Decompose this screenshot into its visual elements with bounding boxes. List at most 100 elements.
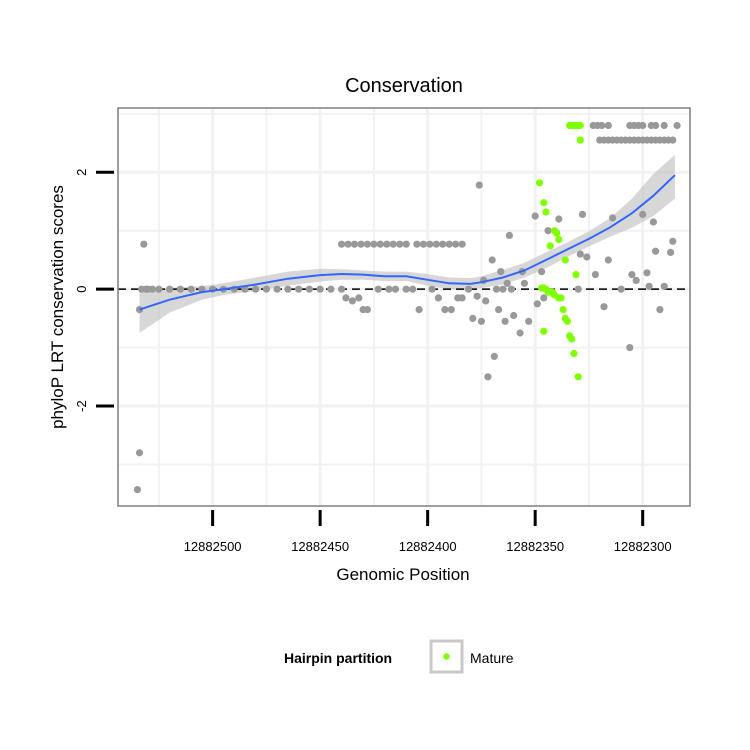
point-other bbox=[140, 240, 148, 248]
point-other bbox=[363, 240, 371, 248]
point-other bbox=[391, 285, 399, 293]
point-other bbox=[652, 247, 660, 255]
point-other bbox=[176, 285, 184, 293]
point-other bbox=[525, 317, 533, 325]
point-mature bbox=[572, 271, 580, 279]
point-mature bbox=[546, 242, 554, 250]
point-other bbox=[656, 306, 664, 314]
point-other bbox=[376, 240, 384, 248]
point-other bbox=[148, 285, 156, 293]
point-other bbox=[469, 314, 477, 322]
x-tick-label: 12882400 bbox=[399, 539, 457, 554]
point-other bbox=[415, 306, 423, 314]
point-other bbox=[428, 285, 436, 293]
confidence-band bbox=[139, 154, 675, 333]
point-mature bbox=[574, 373, 582, 381]
point-other bbox=[617, 285, 625, 293]
point-other bbox=[370, 240, 378, 248]
point-other bbox=[419, 240, 427, 248]
point-other bbox=[649, 218, 658, 226]
plot-panel bbox=[117, 107, 691, 507]
point-other bbox=[598, 121, 606, 130]
point-mature bbox=[559, 306, 567, 314]
point-other bbox=[628, 271, 636, 279]
y-tick-label: -2 bbox=[74, 400, 89, 412]
x-tick-label: 12882450 bbox=[291, 539, 349, 554]
point-other bbox=[533, 300, 541, 308]
point-mature bbox=[561, 256, 569, 264]
point-other bbox=[669, 136, 677, 144]
point-other bbox=[252, 285, 260, 293]
point-other bbox=[604, 256, 612, 264]
point-other bbox=[667, 248, 675, 256]
point-other bbox=[540, 294, 548, 302]
point-other bbox=[426, 240, 434, 248]
point-other bbox=[262, 285, 270, 293]
point-other bbox=[495, 306, 503, 314]
point-other bbox=[477, 317, 485, 325]
point-mature bbox=[557, 294, 565, 302]
point-other bbox=[432, 240, 440, 248]
smooth-trend-line bbox=[139, 174, 676, 311]
point-other bbox=[464, 285, 473, 293]
point-other bbox=[516, 329, 524, 337]
point-other bbox=[327, 285, 335, 293]
point-mature bbox=[563, 317, 572, 325]
point-other bbox=[604, 121, 612, 130]
legend-key-mature-dot bbox=[443, 653, 450, 660]
x-tick-label: 12882350 bbox=[506, 539, 564, 554]
point-other bbox=[458, 240, 466, 248]
point-other bbox=[344, 240, 352, 248]
points-mature bbox=[535, 121, 584, 381]
point-other bbox=[497, 268, 505, 276]
legend: Hairpin partition Mature bbox=[284, 639, 514, 674]
point-other bbox=[578, 210, 587, 218]
point-other bbox=[305, 285, 313, 293]
point-other bbox=[501, 317, 509, 325]
point-other bbox=[669, 237, 677, 245]
y-axis-title: phyloP LRT conservation scores bbox=[48, 185, 67, 429]
point-other bbox=[492, 285, 501, 293]
point-other bbox=[355, 294, 363, 302]
point-other bbox=[342, 294, 350, 302]
point-other bbox=[383, 240, 391, 248]
point-other bbox=[645, 282, 653, 290]
legend-label-mature: Mature bbox=[470, 650, 514, 666]
point-other bbox=[574, 285, 582, 293]
point-other bbox=[475, 181, 483, 189]
point-other bbox=[626, 344, 634, 352]
point-mature bbox=[535, 179, 544, 187]
point-other bbox=[452, 240, 460, 248]
point-other bbox=[316, 285, 324, 293]
point-other bbox=[155, 285, 163, 293]
point-other bbox=[385, 285, 393, 293]
point-other bbox=[482, 297, 490, 305]
point-mature bbox=[568, 335, 576, 343]
point-other bbox=[488, 256, 496, 264]
point-other bbox=[673, 121, 681, 130]
point-other bbox=[639, 121, 647, 130]
point-other bbox=[632, 276, 640, 284]
point-other bbox=[166, 285, 174, 293]
point-other bbox=[458, 294, 466, 302]
point-other bbox=[413, 240, 421, 248]
point-other bbox=[538, 268, 546, 276]
point-other bbox=[135, 449, 144, 457]
point-other bbox=[434, 294, 442, 302]
point-other bbox=[639, 210, 647, 218]
point-mature bbox=[576, 121, 584, 130]
point-other bbox=[490, 352, 498, 360]
point-other bbox=[439, 240, 447, 248]
point-other bbox=[338, 240, 346, 248]
point-other bbox=[484, 373, 492, 381]
point-other bbox=[389, 240, 397, 248]
point-other bbox=[357, 240, 365, 248]
point-other bbox=[643, 269, 651, 277]
point-other bbox=[374, 285, 382, 293]
point-other bbox=[241, 285, 249, 293]
point-other bbox=[348, 297, 356, 305]
point-other bbox=[402, 285, 410, 293]
point-other bbox=[441, 306, 449, 314]
point-other bbox=[555, 215, 563, 223]
